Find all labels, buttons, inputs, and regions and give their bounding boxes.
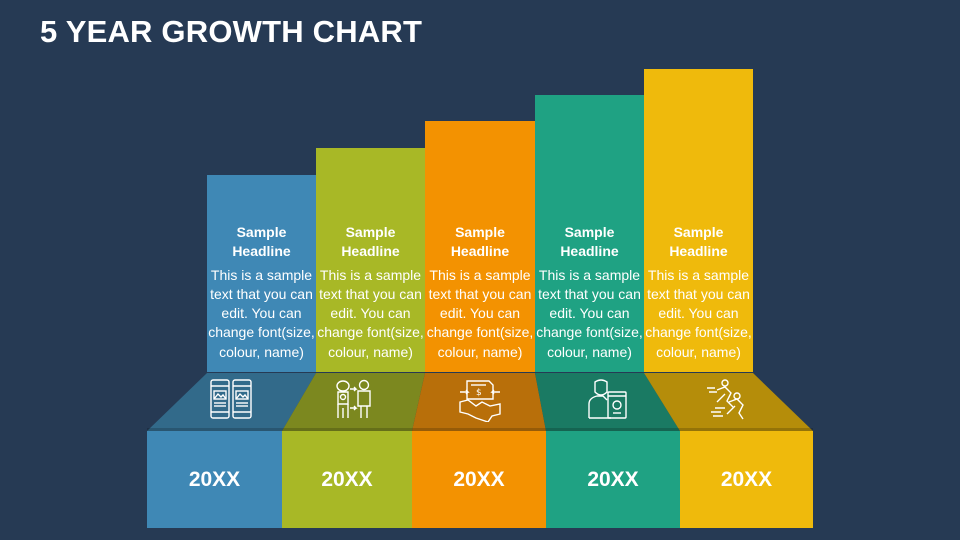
growth-bar-3: Sample Headline This is a sample text tha… — [425, 121, 535, 372]
bar-body-text: This is a sample text that you can edit.… — [536, 266, 643, 360]
year-label-3: 20XX — [412, 431, 546, 528]
growth-bar-4: Sample Headline This is a sample text tha… — [535, 95, 644, 372]
growth-bar-2: Sample Headline This is a sample text tha… — [316, 148, 425, 372]
year-label-1: 20XX — [147, 431, 282, 528]
svg-text:$: $ — [476, 388, 482, 398]
year-label-5: 20XX — [680, 431, 813, 528]
bar-body-text: This is a sample text that you can edit.… — [645, 266, 752, 360]
year-label-4: 20XX — [546, 431, 680, 528]
growth-bar-1: Sample Headline This is a sample text tha… — [207, 175, 316, 372]
bar-body-text: This is a sample text that you can edit.… — [317, 266, 424, 360]
mobile-comparison-icon — [210, 379, 252, 419]
bar-body-text: This is a sample text that you can edit.… — [208, 266, 315, 360]
bar-headline: Sample Headline — [669, 223, 728, 259]
running-people-icon — [707, 379, 744, 420]
person-with-device-icon — [588, 379, 627, 419]
bar-body-text: This is a sample text that you can edit.… — [426, 266, 534, 360]
growth-bar-5: Sample Headline This is a sample text tha… — [644, 69, 753, 372]
year-label-2: 20XX — [282, 431, 412, 528]
deal-handshake-icon: $ — [459, 380, 501, 422]
alien-to-human-icon — [336, 379, 371, 418]
bar-headline: Sample Headline — [560, 223, 619, 259]
bar-headline: Sample Headline — [450, 223, 510, 259]
bar-headline: Sample Headline — [232, 223, 291, 259]
page-title: 5 YEAR GROWTH CHART — [40, 14, 423, 49]
bar-headline: Sample Headline — [341, 223, 400, 259]
